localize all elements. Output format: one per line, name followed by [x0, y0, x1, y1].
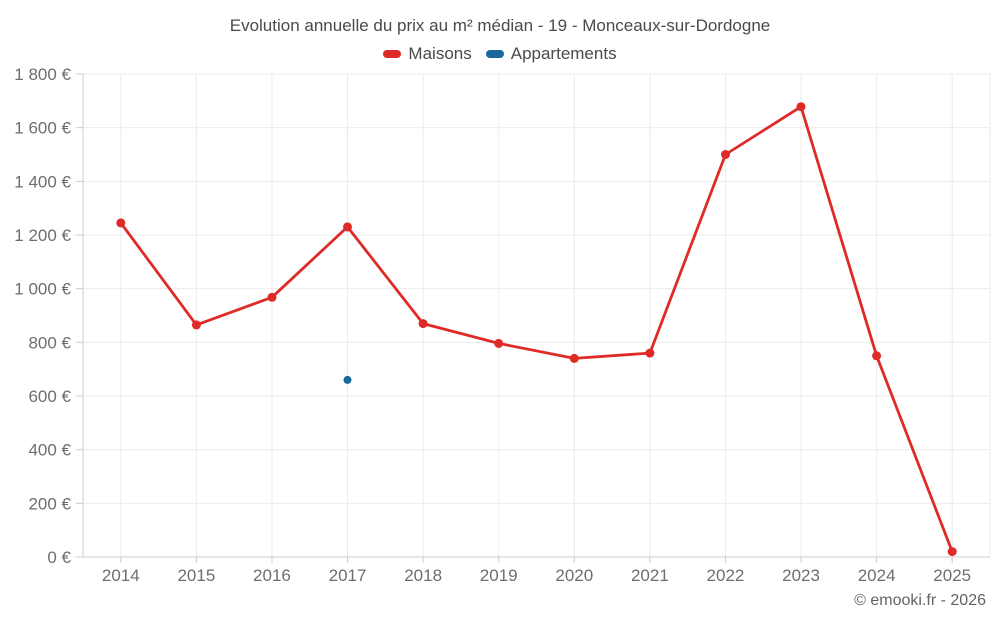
y-tick-label: 0 € — [47, 548, 71, 567]
legend-label: Maisons — [408, 44, 472, 63]
y-tick-label: 1 200 € — [14, 226, 71, 245]
data-point-maisons-2018[interactable] — [418, 319, 428, 329]
y-tick-label: 600 € — [28, 387, 71, 406]
data-point-appartements-2017[interactable] — [343, 375, 352, 384]
x-tick-label: 2025 — [933, 566, 971, 585]
x-tick-label: 2022 — [707, 566, 745, 585]
data-point-maisons-2016[interactable] — [267, 292, 277, 302]
y-tick-label: 1 400 € — [14, 172, 71, 191]
x-tick-label: 2018 — [404, 566, 442, 585]
legend-label: Appartements — [510, 44, 617, 63]
y-tick-label: 200 € — [28, 494, 71, 513]
data-point-maisons-2015[interactable] — [191, 320, 201, 330]
data-point-maisons-2014[interactable] — [116, 218, 126, 228]
series-line-maisons — [119, 105, 954, 553]
data-point-maisons-2020[interactable] — [569, 353, 579, 363]
data-point-maisons-2023[interactable] — [796, 102, 806, 112]
legend-item-appartements[interactable]: Appartements — [485, 44, 617, 64]
x-tick-label: 2020 — [555, 566, 593, 585]
copyright-credit: © emooki.fr - 2026 — [854, 592, 986, 609]
x-tick-label: 2021 — [631, 566, 669, 585]
y-tick-label: 1 600 € — [14, 119, 71, 138]
y-tick-label: 800 € — [28, 333, 71, 352]
data-point-maisons-2021[interactable] — [645, 348, 655, 358]
chart-legend: Maisons Appartements — [0, 44, 1000, 64]
data-point-maisons-2017[interactable] — [343, 222, 352, 232]
y-tick-label: 1 000 € — [14, 280, 71, 299]
legend-item-maisons[interactable]: Maisons — [383, 44, 472, 64]
y-tick-label: 400 € — [28, 441, 71, 460]
x-tick-label: 2023 — [782, 566, 820, 585]
y-tick-label: 1 800 € — [14, 65, 71, 84]
data-point-maisons-2025[interactable] — [947, 547, 957, 557]
x-tick-label: 2016 — [253, 566, 291, 585]
legend-marker-appartements — [485, 50, 504, 58]
data-point-maisons-2024[interactable] — [872, 351, 882, 361]
data-point-maisons-2019[interactable] — [494, 338, 504, 348]
chart-title: Evolution annuelle du prix au m² médian … — [229, 16, 771, 35]
x-tick-label: 2017 — [329, 566, 367, 585]
x-tick-label: 2014 — [102, 566, 140, 585]
legend-marker-maisons — [383, 50, 402, 58]
data-point-maisons-2022[interactable] — [721, 150, 730, 159]
x-tick-label: 2015 — [177, 566, 215, 585]
x-tick-label: 2019 — [480, 566, 518, 585]
x-tick-label: 2024 — [858, 566, 896, 585]
